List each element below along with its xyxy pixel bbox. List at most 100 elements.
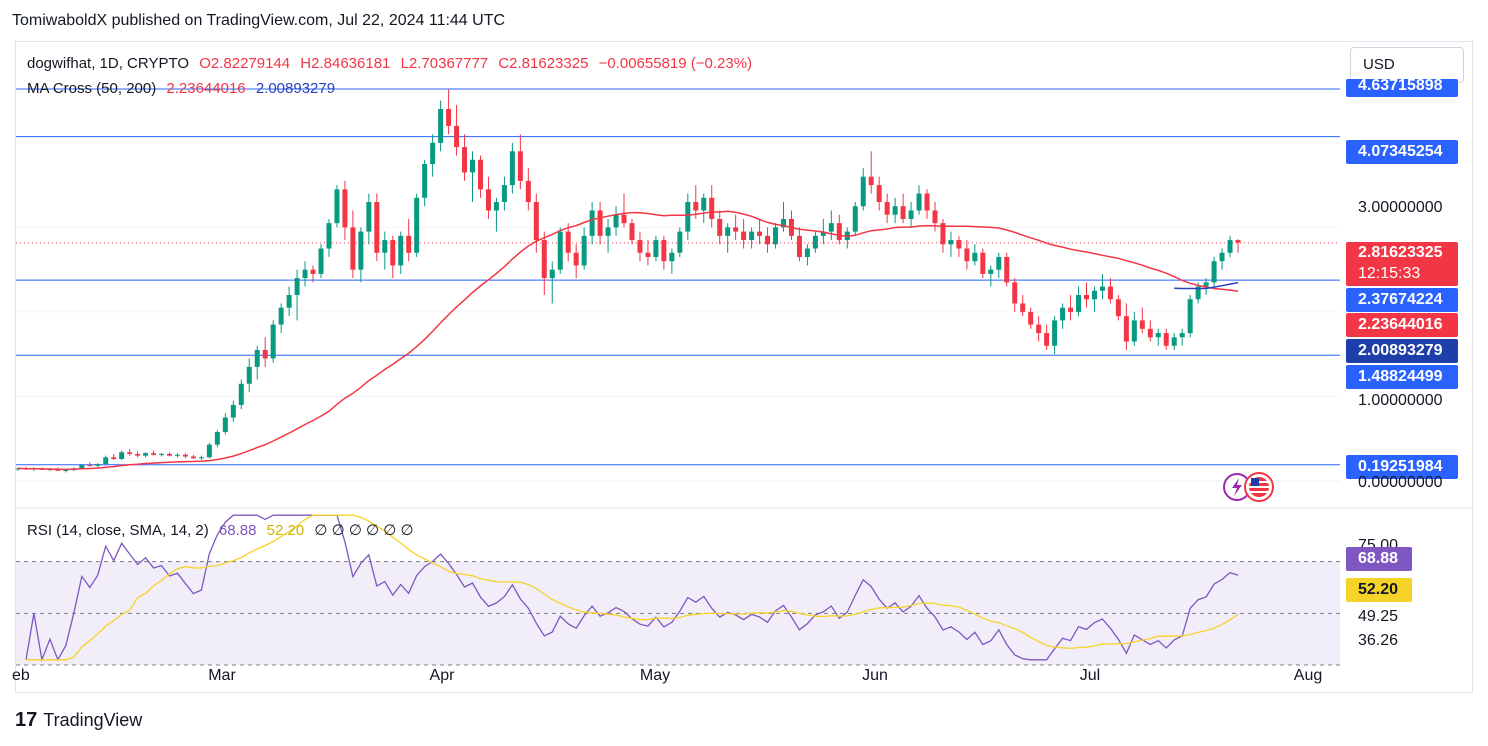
candle-body	[1171, 337, 1177, 346]
candle-body	[462, 147, 468, 173]
countdown-value: 12:15:33	[1358, 265, 1421, 282]
candle-body	[549, 269, 555, 279]
candle-body	[63, 470, 69, 472]
candle-body	[1163, 333, 1169, 346]
candle-body	[765, 235, 771, 245]
candle-body	[1179, 333, 1185, 338]
candle-body	[318, 248, 324, 274]
rsi-value-box: 68.88	[1346, 547, 1412, 571]
ma50-value: 2.23644016	[166, 80, 246, 97]
candle-body	[262, 349, 268, 359]
event-icons[interactable]	[1220, 470, 1282, 504]
rsi-legend[interactable]: RSI (14, close, SMA, 14, 2) 68.88 52.20 …	[27, 521, 420, 539]
candle-body	[1195, 286, 1201, 300]
candle-body	[1036, 324, 1042, 334]
candle-body	[820, 231, 826, 236]
rsi-sma-value: 52.20	[266, 522, 305, 539]
x-axis-label: May	[640, 667, 670, 684]
candle-body	[190, 456, 196, 459]
candle-body	[103, 457, 109, 465]
candle-body	[876, 185, 882, 203]
candle-body	[749, 231, 755, 241]
candle-body	[87, 464, 93, 466]
currency-selector[interactable]: USD	[1350, 47, 1464, 83]
ma-legend[interactable]: MA Cross (50, 200) 2.23644016 2.00893279	[27, 80, 341, 97]
candle-body	[621, 214, 627, 224]
candle-body	[143, 453, 149, 456]
candle-body	[717, 218, 723, 236]
candle-body	[940, 223, 946, 245]
candle-body	[302, 269, 308, 279]
candle-body	[270, 324, 276, 359]
candle-body	[127, 452, 133, 454]
candle-body	[159, 453, 165, 455]
candle-body	[541, 240, 547, 279]
level-top-box: 4.63715898	[1346, 79, 1458, 97]
rsi-tick-36: 36.26	[1358, 632, 1399, 649]
candle-body	[198, 457, 204, 459]
candle-body	[430, 142, 436, 164]
candle-body	[645, 252, 651, 257]
tv-logo-icon: 17	[15, 709, 38, 731]
candle-body	[916, 193, 922, 211]
candle-body	[286, 295, 292, 308]
candle-body	[1107, 286, 1113, 300]
candle-body	[1099, 286, 1105, 291]
x-axis-label: Aug	[1294, 667, 1322, 684]
candle-body	[509, 151, 515, 186]
candle-body	[924, 193, 930, 211]
candle-body	[1187, 299, 1193, 334]
candle-body	[1083, 295, 1089, 300]
candle-body	[573, 252, 579, 266]
x-axis-label: Mar	[208, 667, 236, 684]
candle-body	[485, 189, 491, 211]
candle-body	[454, 125, 460, 148]
candle-body	[493, 202, 499, 211]
candle-body	[111, 457, 117, 460]
candle-body	[525, 180, 531, 203]
candle-body	[852, 206, 858, 232]
candle-body	[589, 210, 595, 236]
candle-body	[206, 444, 212, 458]
symbol-label[interactable]: dogwifhat, 1D, CRYPTO	[27, 55, 190, 72]
candle-body	[1147, 328, 1153, 338]
candle-body	[884, 202, 890, 215]
candle-body	[174, 454, 180, 456]
candle-body	[1227, 240, 1233, 253]
candle-body	[980, 252, 986, 274]
candle-body	[398, 235, 404, 266]
candle-body	[828, 223, 834, 232]
candle-body	[374, 202, 380, 253]
last-price-box: 2.81623325 12:15:33	[1346, 242, 1458, 286]
candle-body	[446, 109, 452, 126]
candle-body	[422, 163, 428, 198]
chart-frame	[15, 41, 1473, 693]
ma50-line	[17, 210, 1239, 471]
candle-body	[932, 210, 938, 224]
candle-body	[733, 227, 739, 232]
candle-body	[669, 252, 675, 262]
candle-body	[1028, 311, 1034, 325]
x-axis-label: Jul	[1080, 667, 1100, 684]
ma50-box: 2.23644016	[1346, 313, 1458, 337]
ohlc-legend: dogwifhat, 1D, CRYPTO O2.82279144 H2.846…	[27, 55, 758, 72]
candle-body	[725, 227, 731, 236]
candle-body	[637, 240, 643, 253]
tick-1: 1.00000000	[1358, 392, 1443, 409]
candle-body	[79, 464, 85, 469]
candle-body	[246, 366, 252, 384]
high-value: H2.84636181	[300, 55, 391, 72]
ma-label: MA Cross (50, 200)	[27, 80, 157, 97]
tradingview-logo[interactable]: 17 TradingView	[15, 709, 142, 732]
candle-body	[350, 227, 356, 270]
candle-body	[414, 197, 420, 253]
candle-body	[653, 240, 659, 257]
x-axis-label: Jun	[862, 667, 888, 684]
candle-body	[677, 231, 683, 253]
candle-body	[135, 453, 141, 456]
flag-stripe	[1249, 486, 1269, 488]
candle-body	[1139, 320, 1145, 329]
candle-body	[382, 240, 388, 253]
candle-body	[470, 159, 476, 173]
